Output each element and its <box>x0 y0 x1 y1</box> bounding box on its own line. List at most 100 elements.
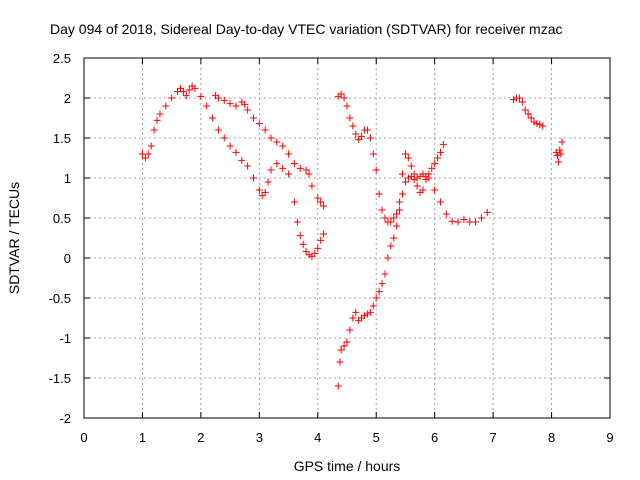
y-tick-label: -1 <box>59 331 71 346</box>
data-point <box>340 94 348 102</box>
y-tick-label: -1.5 <box>49 371 71 386</box>
x-axis-label: GPS time / hours <box>294 458 401 474</box>
data-point <box>518 98 526 106</box>
data-point <box>556 146 564 154</box>
data-point <box>255 186 263 194</box>
data-point <box>431 160 439 168</box>
data-point <box>434 154 442 162</box>
data-point <box>472 218 480 226</box>
data-point <box>372 166 380 174</box>
data-point <box>226 142 234 150</box>
data-point <box>182 92 190 100</box>
data-point <box>352 308 360 316</box>
data-point <box>384 254 392 262</box>
data-point <box>552 148 560 156</box>
chart-title: Day 094 of 2018, Sidereal Day-to-day VTE… <box>50 21 563 37</box>
data-point <box>366 308 374 316</box>
data-point <box>220 134 228 142</box>
y-tick-label: 1 <box>64 171 71 186</box>
x-tick-label: 1 <box>139 430 146 445</box>
data-point <box>314 244 322 252</box>
data-point <box>343 338 351 346</box>
data-point <box>264 178 272 186</box>
data-point <box>150 126 158 134</box>
data-point <box>147 142 155 150</box>
data-point <box>214 126 222 134</box>
y-tick-label: 0 <box>64 251 71 266</box>
data-point <box>337 90 345 98</box>
x-tick-label: 9 <box>606 430 613 445</box>
data-point <box>232 102 240 110</box>
plot-frame <box>83 57 611 419</box>
y-tick-label: -2 <box>59 411 71 426</box>
data-point <box>375 190 383 198</box>
data-point <box>536 120 544 128</box>
data-point <box>336 358 344 366</box>
data-point <box>296 164 304 172</box>
data-point <box>293 218 301 226</box>
data-point <box>422 172 430 180</box>
data-point <box>279 164 287 172</box>
y-tick-label: 1.5 <box>53 131 71 146</box>
data-point <box>255 120 263 128</box>
data-point <box>366 134 374 142</box>
data-point <box>352 130 360 138</box>
data-point <box>401 150 409 158</box>
data-point <box>191 84 199 92</box>
x-tick-label: 2 <box>197 430 204 445</box>
data-point <box>372 294 380 302</box>
data-point <box>249 174 257 182</box>
data-point <box>361 312 369 320</box>
data-point <box>558 138 566 146</box>
x-tick-label: 3 <box>256 430 263 445</box>
data-point <box>305 251 313 259</box>
data-point <box>448 217 456 225</box>
data-point <box>241 100 249 108</box>
data-point <box>521 106 529 114</box>
y-axis-label: SDTVAR / TECUs <box>6 182 22 294</box>
data-point <box>533 120 541 128</box>
data-point <box>378 280 386 288</box>
data-point <box>314 194 322 202</box>
data-point <box>273 138 281 146</box>
data-point <box>396 206 404 214</box>
data-point <box>267 166 275 174</box>
data-point <box>454 218 462 226</box>
data-point <box>320 202 328 210</box>
series-arc-1 <box>138 82 328 260</box>
data-point <box>387 242 395 250</box>
data-point <box>442 210 450 218</box>
data-point <box>244 106 252 114</box>
data-point <box>401 178 409 186</box>
x-tick-label: 5 <box>373 430 380 445</box>
series-arc-5 <box>510 94 547 130</box>
data-point <box>302 248 310 256</box>
data-point <box>299 240 307 248</box>
x-tick-label: 4 <box>314 430 321 445</box>
data-point <box>431 186 439 194</box>
data-point <box>203 102 211 110</box>
y-tick-label: 2.5 <box>53 51 71 66</box>
data-point <box>317 236 325 244</box>
data-point <box>477 214 485 222</box>
data-point <box>162 102 170 110</box>
data-point <box>168 94 176 102</box>
data-point <box>407 162 415 170</box>
data-point <box>156 110 164 118</box>
tick-layer <box>83 57 611 419</box>
x-tick-label: 7 <box>489 430 496 445</box>
data-point <box>393 210 401 218</box>
x-tick-labels: 0 1 2 3 4 5 6 7 8 9 <box>80 430 613 445</box>
data-point <box>419 186 427 194</box>
data-point <box>214 94 222 102</box>
series-arc-3 <box>334 140 447 390</box>
x-tick-label: 6 <box>431 430 438 445</box>
data-point <box>387 218 395 226</box>
data-point <box>390 214 398 222</box>
data-point <box>320 230 328 238</box>
data-point <box>393 222 401 230</box>
data-point <box>290 198 298 206</box>
data-point <box>381 270 389 278</box>
data-point <box>249 114 257 122</box>
data-point <box>530 118 538 126</box>
